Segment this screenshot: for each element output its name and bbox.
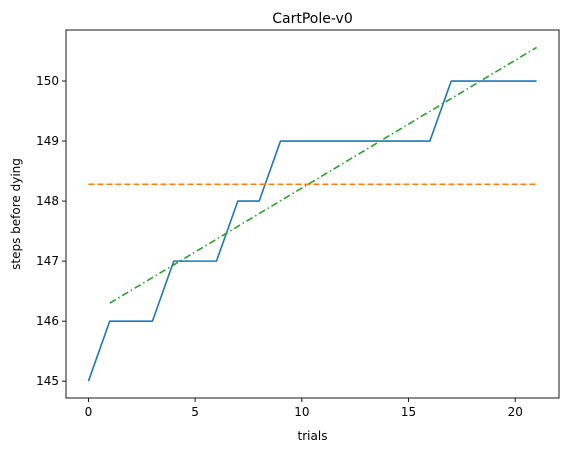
y-axis: 145 146 147 148 149 150 — [36, 74, 66, 388]
x-tick-label: 5 — [191, 405, 199, 419]
y-axis-title: steps before dying — [9, 158, 23, 270]
x-axis-title: trials — [298, 429, 328, 443]
series-layer — [87, 46, 538, 382]
x-tick-label: 15 — [401, 405, 416, 419]
x-tick-label: 0 — [85, 405, 93, 419]
y-tick-label: 146 — [36, 314, 59, 328]
x-tick-label: 10 — [294, 405, 309, 419]
y-tick-label: 145 — [36, 374, 59, 388]
y-tick-label: 148 — [36, 194, 59, 208]
plot-frame — [65, 29, 560, 399]
series-line-3-dashdot — [109, 46, 538, 304]
y-tick-label: 147 — [36, 254, 59, 268]
series-line-1-solid — [87, 80, 537, 382]
x-axis: 0 5 10 15 20 — [85, 398, 523, 419]
chart-title: CartPole-v0 — [272, 11, 352, 27]
y-tick-label: 150 — [36, 74, 59, 88]
y-tick-label: 149 — [36, 134, 59, 148]
x-tick-label: 20 — [508, 405, 523, 419]
